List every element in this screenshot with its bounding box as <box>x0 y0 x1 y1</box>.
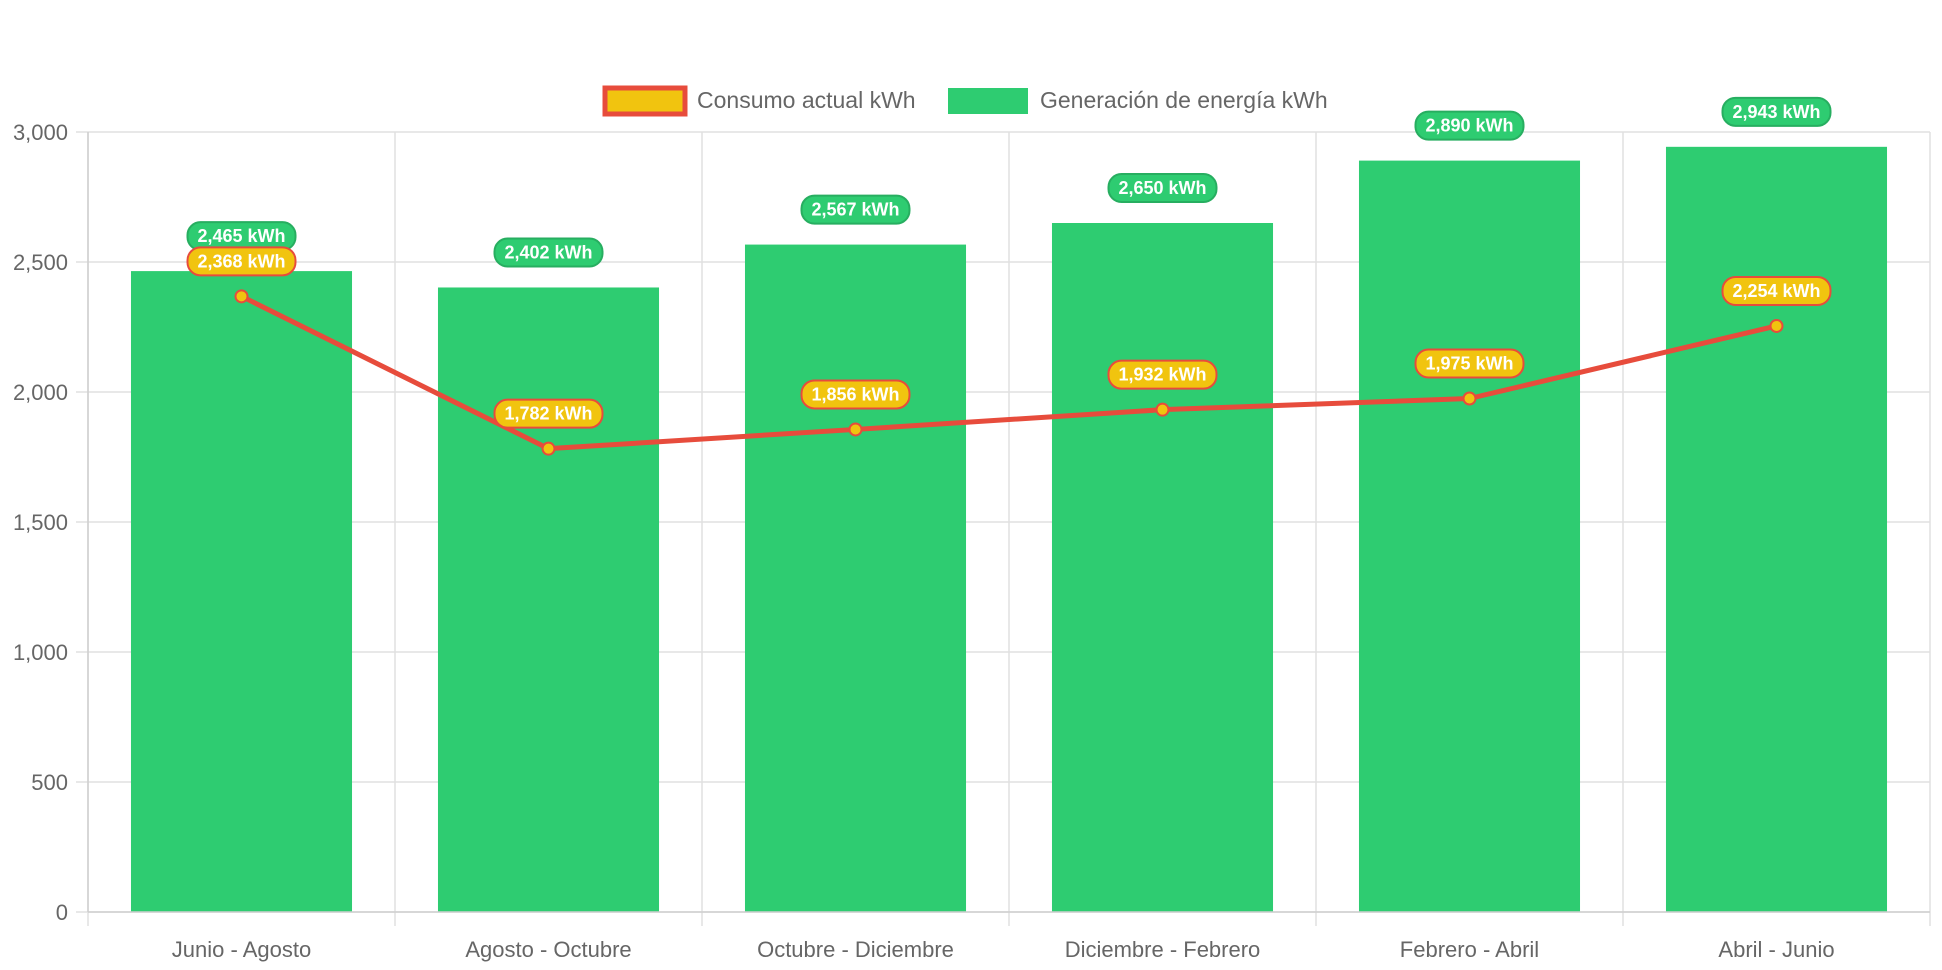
data-label-generation-text: 2,650 kWh <box>1118 178 1206 198</box>
data-label-consumption-text: 1,975 kWh <box>1425 354 1513 374</box>
bar-generation <box>1665 146 1888 912</box>
point-consumption <box>1769 318 1784 333</box>
data-label-generation-bg <box>1721 96 1832 127</box>
data-label-generation-text: 2,465 kWh <box>197 226 285 246</box>
data-label-generation: 2,402 kWh <box>493 237 604 268</box>
data-label-consumption-bg <box>1721 275 1832 306</box>
data-label-generation-text: 2,943 kWh <box>1732 102 1820 122</box>
y-tick-label: 0 <box>56 900 68 925</box>
data-label-generation-text: 2,890 kWh <box>1425 116 1513 136</box>
data-label-generation: 2,943 kWh <box>1721 96 1832 127</box>
data-label-generation-text: 2,567 kWh <box>811 200 899 220</box>
data-label-generation: 2,890 kWh <box>1414 110 1525 141</box>
bar-generation <box>1358 160 1581 913</box>
legend-swatch-consumption <box>602 85 688 117</box>
y-tick-label: 2,500 <box>13 250 68 275</box>
bar-generation <box>437 287 660 913</box>
point-consumption <box>1155 402 1170 417</box>
data-label-generation-bg <box>1414 110 1525 141</box>
data-label-consumption: 1,856 kWh <box>800 379 911 410</box>
data-label-consumption: 1,932 kWh <box>1107 359 1218 390</box>
data-label-consumption-text: 2,368 kWh <box>197 251 285 271</box>
data-label-generation-bg <box>800 194 911 225</box>
y-tick-label: 500 <box>31 770 68 795</box>
x-tick-label: Agosto - Octubre <box>465 937 631 962</box>
data-label-consumption: 2,368 kWh <box>186 246 297 277</box>
data-label-generation-bg <box>1107 173 1218 203</box>
data-label-consumption-bg <box>1414 348 1525 379</box>
data-label-consumption-bg <box>800 379 911 410</box>
legend[interactable]: Consumo actual kWh Generación de energía … <box>602 85 1328 117</box>
grid <box>76 131 1931 926</box>
x-tick-label: Febrero - Abril <box>1400 937 1539 962</box>
data-label-consumption-bg <box>186 246 297 277</box>
axes: 0 500 1,000 1,500 2,000 2,500 3,000 Junio - Ago… <box>13 120 1930 962</box>
point-consumption <box>848 422 863 437</box>
data-label-consumption-text: 2,254 kWh <box>1732 281 1820 301</box>
legend-label-consumption: Consumo actual kWh <box>697 87 916 113</box>
y-tick-label: 1,000 <box>13 640 68 665</box>
data-labels: 2,465 kWh 2,402 kWh 2,567 kWh 2,650 kWh 2,89… <box>186 96 1832 429</box>
data-label-generation: 2,465 kWh <box>186 221 297 252</box>
data-label-consumption-bg <box>1107 359 1218 390</box>
data-label-consumption-bg <box>493 398 604 429</box>
legend-label-generation: Generación de energía kWh <box>1040 87 1328 113</box>
bar-generation <box>130 271 353 913</box>
x-tick-label: Abril - Junio <box>1718 937 1834 962</box>
bar-generation <box>744 244 967 912</box>
data-label-generation-bg <box>493 237 604 268</box>
point-consumption <box>1462 391 1477 406</box>
point-consumption <box>234 289 249 304</box>
x-tick-label: Octubre - Diciembre <box>757 937 954 962</box>
legend-item-generation[interactable]: Generación de energía kWh <box>948 87 1328 114</box>
data-label-consumption-text: 1,856 kWh <box>811 384 899 404</box>
y-tick-label: 3,000 <box>13 120 68 145</box>
data-label-consumption: 1,975 kWh <box>1414 348 1525 379</box>
y-tick-label: 1,500 <box>13 510 68 535</box>
point-consumption <box>541 441 556 456</box>
data-label-consumption: 2,254 kWh <box>1721 275 1832 306</box>
legend-swatch-generation <box>948 88 1028 114</box>
data-label-consumption-text: 1,782 kWh <box>504 404 592 424</box>
bar-generation <box>1051 223 1274 912</box>
legend-item-consumption[interactable]: Consumo actual kWh <box>602 85 916 117</box>
x-tick-label: Diciembre - Febrero <box>1065 937 1261 962</box>
data-label-generation: 2,567 kWh <box>800 194 911 225</box>
data-label-consumption-text: 1,932 kWh <box>1118 365 1206 385</box>
data-label-generation: 2,650 kWh <box>1107 173 1218 203</box>
x-tick-label: Junio - Agosto <box>172 937 311 962</box>
data-label-generation-text: 2,402 kWh <box>504 242 592 262</box>
data-label-consumption: 1,782 kWh <box>493 398 604 429</box>
y-tick-label: 2,000 <box>13 380 68 405</box>
bar-series-generation <box>130 146 1888 913</box>
